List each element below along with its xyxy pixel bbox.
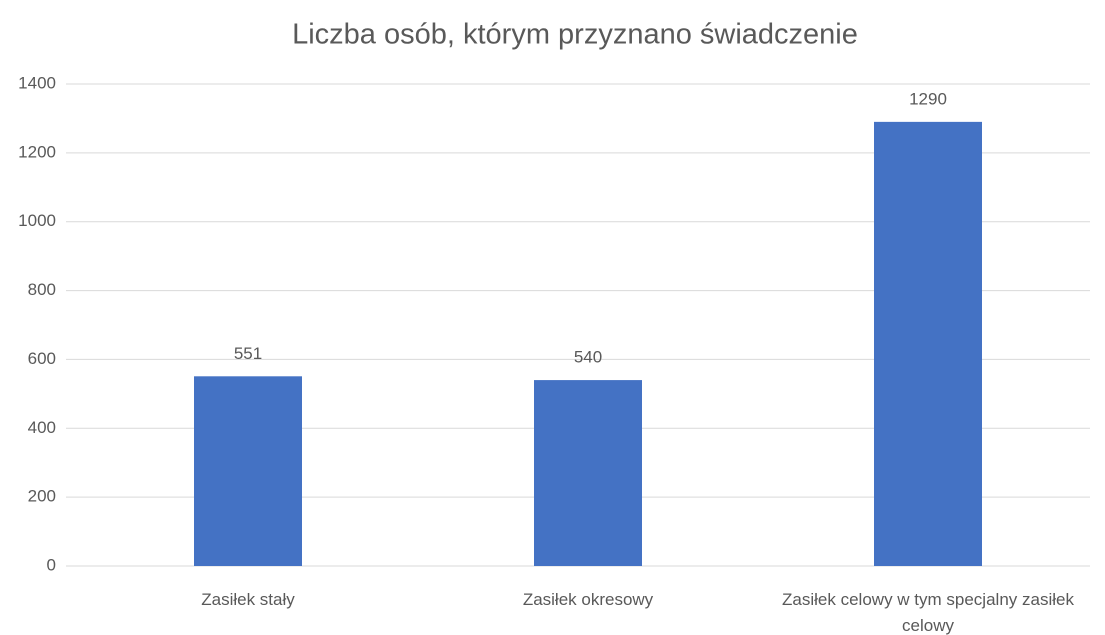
y-tick-label: 800	[28, 280, 56, 299]
data-label: 551	[234, 344, 262, 363]
y-tick-label: 0	[47, 555, 56, 574]
y-tick-label: 200	[28, 487, 56, 506]
x-tick-label: Zasiłek okresowy	[522, 590, 654, 609]
bar	[874, 121, 982, 566]
y-tick-label: 1000	[18, 211, 56, 230]
y-tick-label: 1200	[18, 142, 56, 161]
bar	[194, 376, 302, 566]
y-tick-label: 1400	[18, 73, 56, 92]
data-label: 540	[574, 348, 602, 367]
x-tick-label: Zasiłek celowy w tym specjalny zasiłek c…	[782, 590, 1074, 635]
chart-title: Liczba osób, którym przyznano świadczeni…	[292, 19, 858, 51]
data-label: 1290	[909, 89, 947, 108]
x-tick-label: Zasiłek stały	[201, 590, 295, 609]
y-tick-label: 600	[28, 349, 56, 368]
bar	[534, 380, 642, 566]
y-tick-label: 400	[28, 418, 56, 437]
